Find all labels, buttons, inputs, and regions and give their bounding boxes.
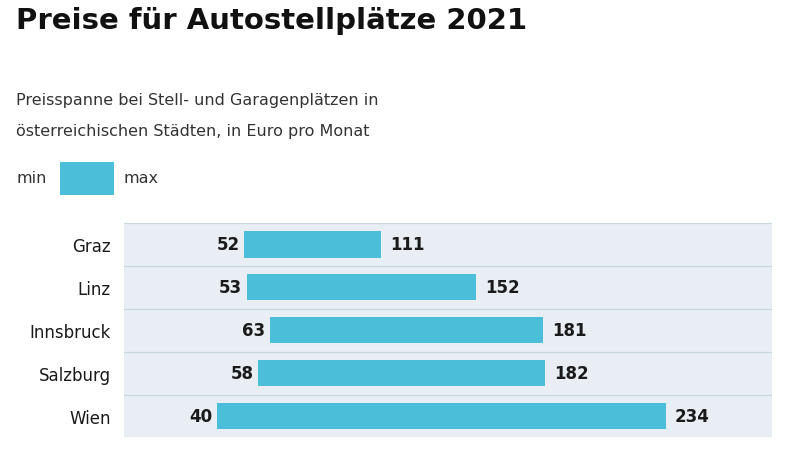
Text: 181: 181 — [552, 322, 586, 339]
Bar — [124, 266, 772, 309]
Bar — [124, 352, 772, 395]
Text: min: min — [16, 170, 46, 186]
Text: 53: 53 — [219, 279, 242, 296]
Bar — [124, 395, 772, 437]
Text: 58: 58 — [230, 364, 254, 382]
Bar — [270, 317, 543, 344]
Bar — [258, 360, 546, 387]
Bar — [244, 231, 381, 258]
Text: 63: 63 — [242, 322, 265, 339]
Text: 152: 152 — [485, 279, 520, 296]
Bar — [124, 309, 772, 352]
Text: österreichischen Städten, in Euro pro Monat: österreichischen Städten, in Euro pro Mo… — [16, 124, 370, 139]
Text: 111: 111 — [390, 236, 425, 253]
Text: max: max — [123, 170, 158, 186]
Text: 40: 40 — [189, 407, 212, 425]
Bar — [217, 403, 666, 429]
Bar — [246, 274, 476, 301]
Text: 182: 182 — [554, 364, 589, 382]
Text: 234: 234 — [675, 407, 710, 425]
Bar — [124, 223, 772, 266]
Text: Preisspanne bei Stell- und Garagenplätzen in: Preisspanne bei Stell- und Garagenplätze… — [16, 92, 378, 107]
Text: Preise für Autostellplätze 2021: Preise für Autostellplätze 2021 — [16, 7, 527, 35]
Text: 52: 52 — [217, 236, 240, 253]
